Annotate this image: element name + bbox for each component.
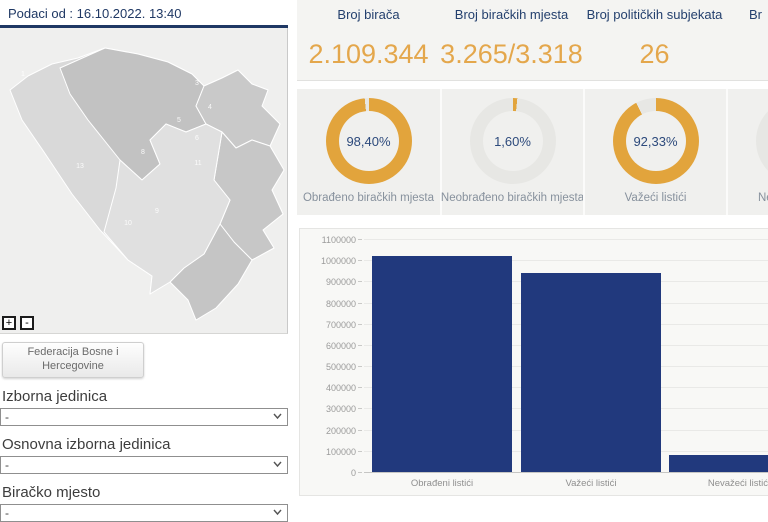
donut-percent: 1,60% — [483, 111, 543, 171]
donut-percent: 92,33% — [626, 111, 686, 171]
stat-value: 26 — [583, 41, 726, 68]
gauge-obradjeno-biracka-mjesta: 98,40% Obrađeno biračkih mjesta — [297, 89, 440, 215]
bar-2[interactable] — [521, 273, 661, 472]
stat-label: Broj birača — [297, 7, 440, 41]
stat-value: 2.109.344 — [297, 41, 440, 68]
gridline — [364, 239, 768, 240]
gauge-vazeci-listici: 92,33% Važeći listići — [583, 89, 726, 215]
y-axis-label: 800000 — [304, 299, 356, 309]
map-region-number: 1 — [21, 71, 25, 78]
donut-label: Neobrađeno biračkih mjesta — [441, 192, 584, 204]
filter-label-izborna-jedinica: Izborna jedinica — [2, 388, 288, 405]
y-axis-label: 1100000 — [304, 235, 356, 245]
stat-clipped: Br — [726, 7, 768, 80]
donut-label: Obrađeno biračkih mjesta — [303, 192, 434, 204]
donut-ring — [756, 98, 768, 184]
y-tick — [358, 387, 362, 388]
y-axis-label: 700000 — [304, 320, 356, 330]
gauge-clipped: Ne — [726, 89, 768, 215]
data-timestamp: Podaci od : 16.10.2022. 13:40 — [0, 0, 288, 25]
y-tick — [358, 303, 362, 304]
donut-ring: 92,33% — [613, 98, 699, 184]
map-region-number: 5 — [177, 117, 181, 124]
y-tick — [358, 324, 362, 325]
y-axis-label: 600000 — [304, 341, 356, 351]
y-tick — [358, 430, 362, 431]
y-tick — [358, 408, 362, 409]
map-region-number: 8 — [141, 149, 145, 156]
gauge-neobradjeno-biracka-mjesta: 1,60% Neobrađeno biračkih mjesta — [440, 89, 583, 215]
x-axis-line — [364, 472, 768, 473]
map-zoom-out-button[interactable]: - — [20, 316, 34, 330]
y-tick — [358, 472, 362, 473]
y-axis-label: 900000 — [304, 277, 356, 287]
stat-broj-politickih-subjekata: Broj političkih subjekata 26 — [583, 7, 726, 80]
x-axis-label: Nevažeći listići — [669, 478, 768, 489]
stat-broj-birackih-mjesta: Broj biračkih mjesta 3.265/3.318 — [440, 7, 583, 80]
filter-label-biracko-mjesto: Biračko mjesto — [2, 484, 288, 501]
donut-gauges-row: 98,40% Obrađeno biračkih mjesta 1,60% Ne… — [297, 89, 768, 215]
stat-label: Broj biračkih mjesta — [440, 7, 583, 41]
map-zoom-in-button[interactable]: + — [2, 316, 16, 330]
stat-value: 3.265/3.318 — [440, 41, 583, 68]
y-axis-label: 0 — [304, 468, 356, 478]
entity-toggle-button[interactable]: Federacija Bosne i Hercegovine — [2, 342, 144, 378]
y-axis-label: 300000 — [304, 404, 356, 414]
stat-label: Broj političkih subjekata — [583, 7, 726, 41]
donut-ring: 1,60% — [470, 98, 556, 184]
map-region-number: 3 — [195, 80, 199, 87]
donut-percent: 98,40% — [339, 111, 399, 171]
stat-broj-biraca: Broj birača 2.109.344 — [297, 7, 440, 80]
izborna-jedinica-select[interactable]: - — [0, 408, 288, 426]
osnovna-izborna-jedinica-select[interactable]: - — [0, 456, 288, 474]
y-tick — [358, 260, 362, 261]
y-axis-label: 200000 — [304, 426, 356, 436]
y-tick — [358, 239, 362, 240]
map-region-number: 11 — [194, 160, 201, 167]
y-tick — [358, 366, 362, 367]
map-region-number: 9 — [155, 208, 159, 215]
map-region-number: 4 — [208, 104, 212, 111]
filter-label-osnovna-izborna-jedinica: Osnovna izborna jedinica — [2, 436, 288, 453]
donut-ring: 98,40% — [326, 98, 412, 184]
ballots-bar-chart-card: 0 100000 200000 300000 400000 500000 600000 700… — [299, 228, 768, 496]
bar-1[interactable] — [372, 256, 512, 472]
y-axis-label: 500000 — [304, 362, 356, 372]
y-tick — [358, 281, 362, 282]
summary-stats-row: Broj birača 2.109.344 Broj biračkih mjes… — [297, 0, 768, 81]
y-axis-label: 1000000 — [304, 256, 356, 266]
x-axis-label: Važeći listići — [521, 478, 661, 489]
stat-label: Br — [726, 7, 768, 41]
donut-label: Važeći listići — [625, 192, 687, 204]
x-axis-label: Obrađeni listići — [372, 478, 512, 489]
y-tick — [358, 345, 362, 346]
y-axis-label: 400000 — [304, 383, 356, 393]
y-axis-label: 100000 — [304, 447, 356, 457]
map-region-number: 13 — [76, 163, 84, 170]
bar-3[interactable] — [669, 455, 768, 472]
y-tick — [358, 451, 362, 452]
map-region-number: 6 — [195, 135, 199, 142]
results-panel: Broj birača 2.109.344 Broj biračkih mjes… — [297, 0, 768, 509]
map-region-number: 10 — [124, 220, 132, 227]
donut-label: Ne — [728, 192, 768, 204]
map-zoom-controls: + - — [2, 316, 34, 330]
biracko-mjesto-select[interactable]: - — [0, 504, 288, 522]
